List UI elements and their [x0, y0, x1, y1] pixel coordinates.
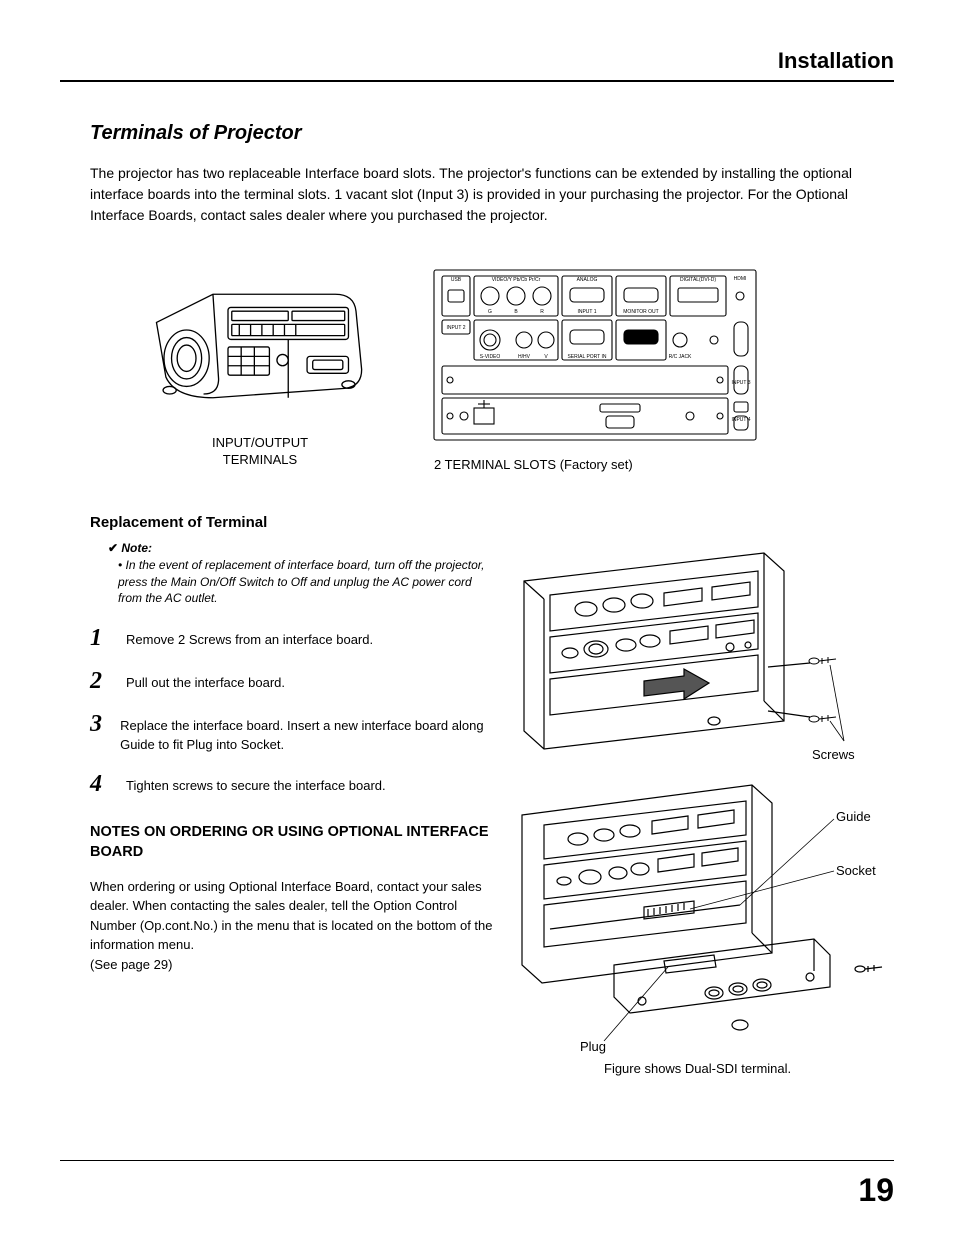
step-4: 4 Tighten screws to secure the interface… — [90, 771, 494, 798]
guide-socket-figure: Guide Socket Plug Figure shows Dual-SDI … — [514, 779, 894, 1059]
projector-figure: INPUT/OUTPUT TERMINALS — [130, 266, 390, 469]
note-block: Note: • In the event of replacement of i… — [108, 541, 494, 607]
step-num: 1 — [90, 625, 110, 652]
step-2: 2 Pull out the interface board. — [90, 668, 494, 695]
svg-text:HDMI: HDMI — [734, 276, 747, 282]
projector-illustration — [130, 266, 390, 426]
svg-text:R: R — [540, 309, 544, 315]
svg-text:S-VIDEO: S-VIDEO — [480, 354, 501, 360]
projector-caption: INPUT/OUTPUT TERMINALS — [130, 435, 390, 469]
footer-rule — [60, 1160, 894, 1161]
step-text: Pull out the interface board. — [126, 668, 285, 693]
caption-line2: TERMINALS — [223, 452, 297, 467]
left-column: Note: • In the event of replacement of i… — [90, 541, 494, 1059]
terminal-panel-illustration: USB VIDEO/Y Pb/Cb Pr/Cr ANALOG DIGITAL(D… — [430, 266, 760, 446]
svg-text:H/HV: H/HV — [518, 354, 531, 360]
note-text: • In the event of replacement of interfa… — [118, 557, 494, 607]
section-title: Terminals of Projector — [90, 122, 894, 145]
note-label: Note: — [108, 541, 494, 555]
step-num: 3 — [90, 711, 104, 738]
screws-figure: Screws — [514, 551, 894, 761]
screws-illustration — [514, 551, 854, 761]
step-num: 4 — [90, 771, 110, 798]
svg-text:INPUT 4: INPUT 4 — [731, 417, 750, 423]
svg-text:ANALOG: ANALOG — [577, 277, 598, 283]
screws-label: Screws — [812, 747, 855, 762]
plug-label: Plug — [580, 1039, 606, 1054]
notes-ordering-heading: NOTES ON ORDERING OR USING OPTIONAL INTE… — [90, 822, 494, 863]
figure-row: INPUT/OUTPUT TERMINALS — [130, 266, 894, 474]
guide-label: Guide — [836, 809, 871, 824]
terminal-panel-caption: 2 TERMINAL SLOTS (Factory set) — [434, 457, 760, 474]
svg-text:G: G — [488, 309, 492, 315]
svg-text:MONITOR OUT: MONITOR OUT — [623, 309, 658, 315]
socket-label: Socket — [836, 863, 876, 878]
notes-ordering-body: When ordering or using Optional Interfac… — [90, 877, 494, 975]
page-number: 19 — [858, 1172, 894, 1209]
svg-text:VIDEO/Y Pb/Cb Pr/Cr: VIDEO/Y Pb/Cb Pr/Cr — [492, 277, 541, 283]
svg-text:USB: USB — [451, 277, 462, 283]
step-text: Replace the interface board. Insert a ne… — [120, 711, 494, 755]
lower-columns: Note: • In the event of replacement of i… — [60, 541, 894, 1059]
svg-text:B: B — [514, 309, 518, 315]
step-text: Tighten screws to secure the interface b… — [126, 771, 386, 796]
svg-text:DIGITAL(DVI-D): DIGITAL(DVI-D) — [680, 277, 716, 283]
svg-text:R/C JACK: R/C JACK — [669, 354, 692, 360]
svg-text:INPUT 2: INPUT 2 — [446, 325, 465, 331]
replacement-heading: Replacement of Terminal — [90, 514, 894, 531]
caption-line1: INPUT/OUTPUT — [212, 435, 308, 450]
terminal-panel-figure: USB VIDEO/Y Pb/Cb Pr/Cr ANALOG DIGITAL(D… — [430, 266, 760, 474]
svg-text:SERIAL PORT IN: SERIAL PORT IN — [567, 354, 606, 360]
svg-text:INPUT 1: INPUT 1 — [577, 309, 596, 315]
page-header-title: Installation — [60, 48, 894, 82]
dual-sdi-caption: Figure shows Dual-SDI terminal. — [604, 1061, 791, 1076]
step-text: Remove 2 Screws from an interface board. — [126, 625, 373, 650]
svg-text:V: V — [544, 354, 548, 360]
svg-text:SERIAL PORT OUT: SERIAL PORT OUT — [619, 354, 664, 360]
svg-text:INPUT 3: INPUT 3 — [731, 380, 750, 386]
step-1: 1 Remove 2 Screws from an interface boar… — [90, 625, 494, 652]
right-column: Screws — [514, 541, 894, 1059]
step-3: 3 Replace the interface board. Insert a … — [90, 711, 494, 755]
intro-paragraph: The projector has two replaceable Interf… — [90, 163, 884, 226]
step-num: 2 — [90, 668, 110, 695]
